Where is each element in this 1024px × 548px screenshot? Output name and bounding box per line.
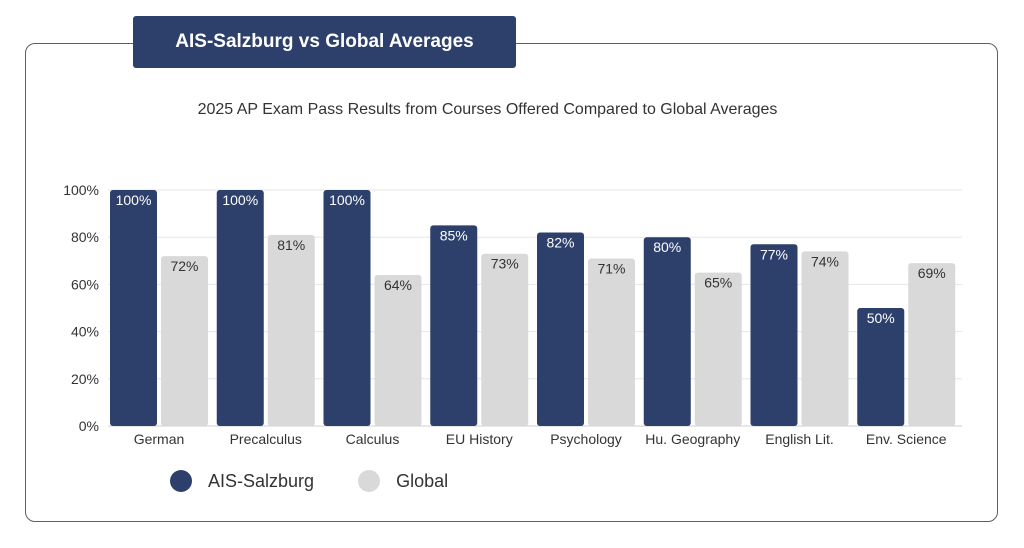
bar-global (588, 258, 635, 426)
legend-item-global: Global (358, 470, 448, 492)
bar-global (267, 234, 315, 426)
x-tick-label: EU History (446, 431, 513, 447)
legend-label-ais: AIS-Salzburg (208, 470, 315, 491)
bar-global (801, 251, 849, 426)
y-tick-label: 20% (71, 371, 99, 387)
header-tab: AIS-Salzburg vs Global Averages (133, 16, 516, 68)
data-label: 64% (384, 277, 412, 293)
data-label: 71% (597, 260, 625, 276)
legend-label-global: Global (396, 470, 449, 491)
bar-ais (537, 232, 584, 426)
x-tick-label: Env. Science (866, 431, 947, 447)
legend: AIS-Salzburg Global (170, 470, 492, 492)
x-tick-label: Psychology (550, 431, 622, 447)
data-label: 77% (760, 246, 788, 262)
bar-ais (216, 190, 264, 426)
data-label: 50% (867, 310, 895, 326)
x-tick-label: German (134, 431, 185, 447)
data-label: 74% (811, 253, 839, 269)
x-tick-label: Calculus (346, 431, 400, 447)
data-label: 72% (170, 258, 198, 274)
data-label: 82% (546, 234, 574, 250)
bar-ais (323, 190, 371, 426)
data-label: 65% (704, 275, 732, 291)
x-tick-label: English Lit. (765, 431, 833, 447)
y-tick-label: 80% (71, 229, 99, 245)
bar-ais (110, 190, 157, 426)
data-label: 81% (277, 237, 305, 253)
y-tick-label: 100% (63, 182, 99, 198)
bar-global (161, 256, 208, 426)
data-label: 100% (116, 192, 152, 208)
data-label: 73% (491, 256, 519, 272)
legend-swatch-global (358, 470, 381, 492)
bar-ais (857, 308, 905, 426)
bar-ais (750, 244, 798, 426)
x-tick-label: Hu. Geography (645, 431, 740, 447)
legend-swatch-ais (170, 470, 192, 492)
chart-title: 2025 AP Exam Pass Results from Courses O… (197, 101, 778, 118)
bar-global (908, 263, 956, 426)
bar-ais (430, 225, 478, 426)
y-tick-label: 40% (71, 324, 99, 340)
x-tick-label: Precalculus (230, 431, 302, 447)
legend-item-ais: AIS-Salzburg (170, 470, 314, 492)
y-tick-label: 60% (71, 276, 99, 292)
data-label: 69% (918, 265, 946, 281)
data-label: 80% (653, 239, 681, 255)
data-label: 85% (440, 227, 468, 243)
data-label: 100% (329, 192, 365, 208)
bar-global (374, 274, 422, 426)
y-tick-label: 0% (79, 418, 99, 434)
data-label: 100% (222, 192, 258, 208)
bar-global (481, 253, 529, 426)
bar-global (694, 272, 742, 426)
bar-ais (643, 237, 691, 426)
